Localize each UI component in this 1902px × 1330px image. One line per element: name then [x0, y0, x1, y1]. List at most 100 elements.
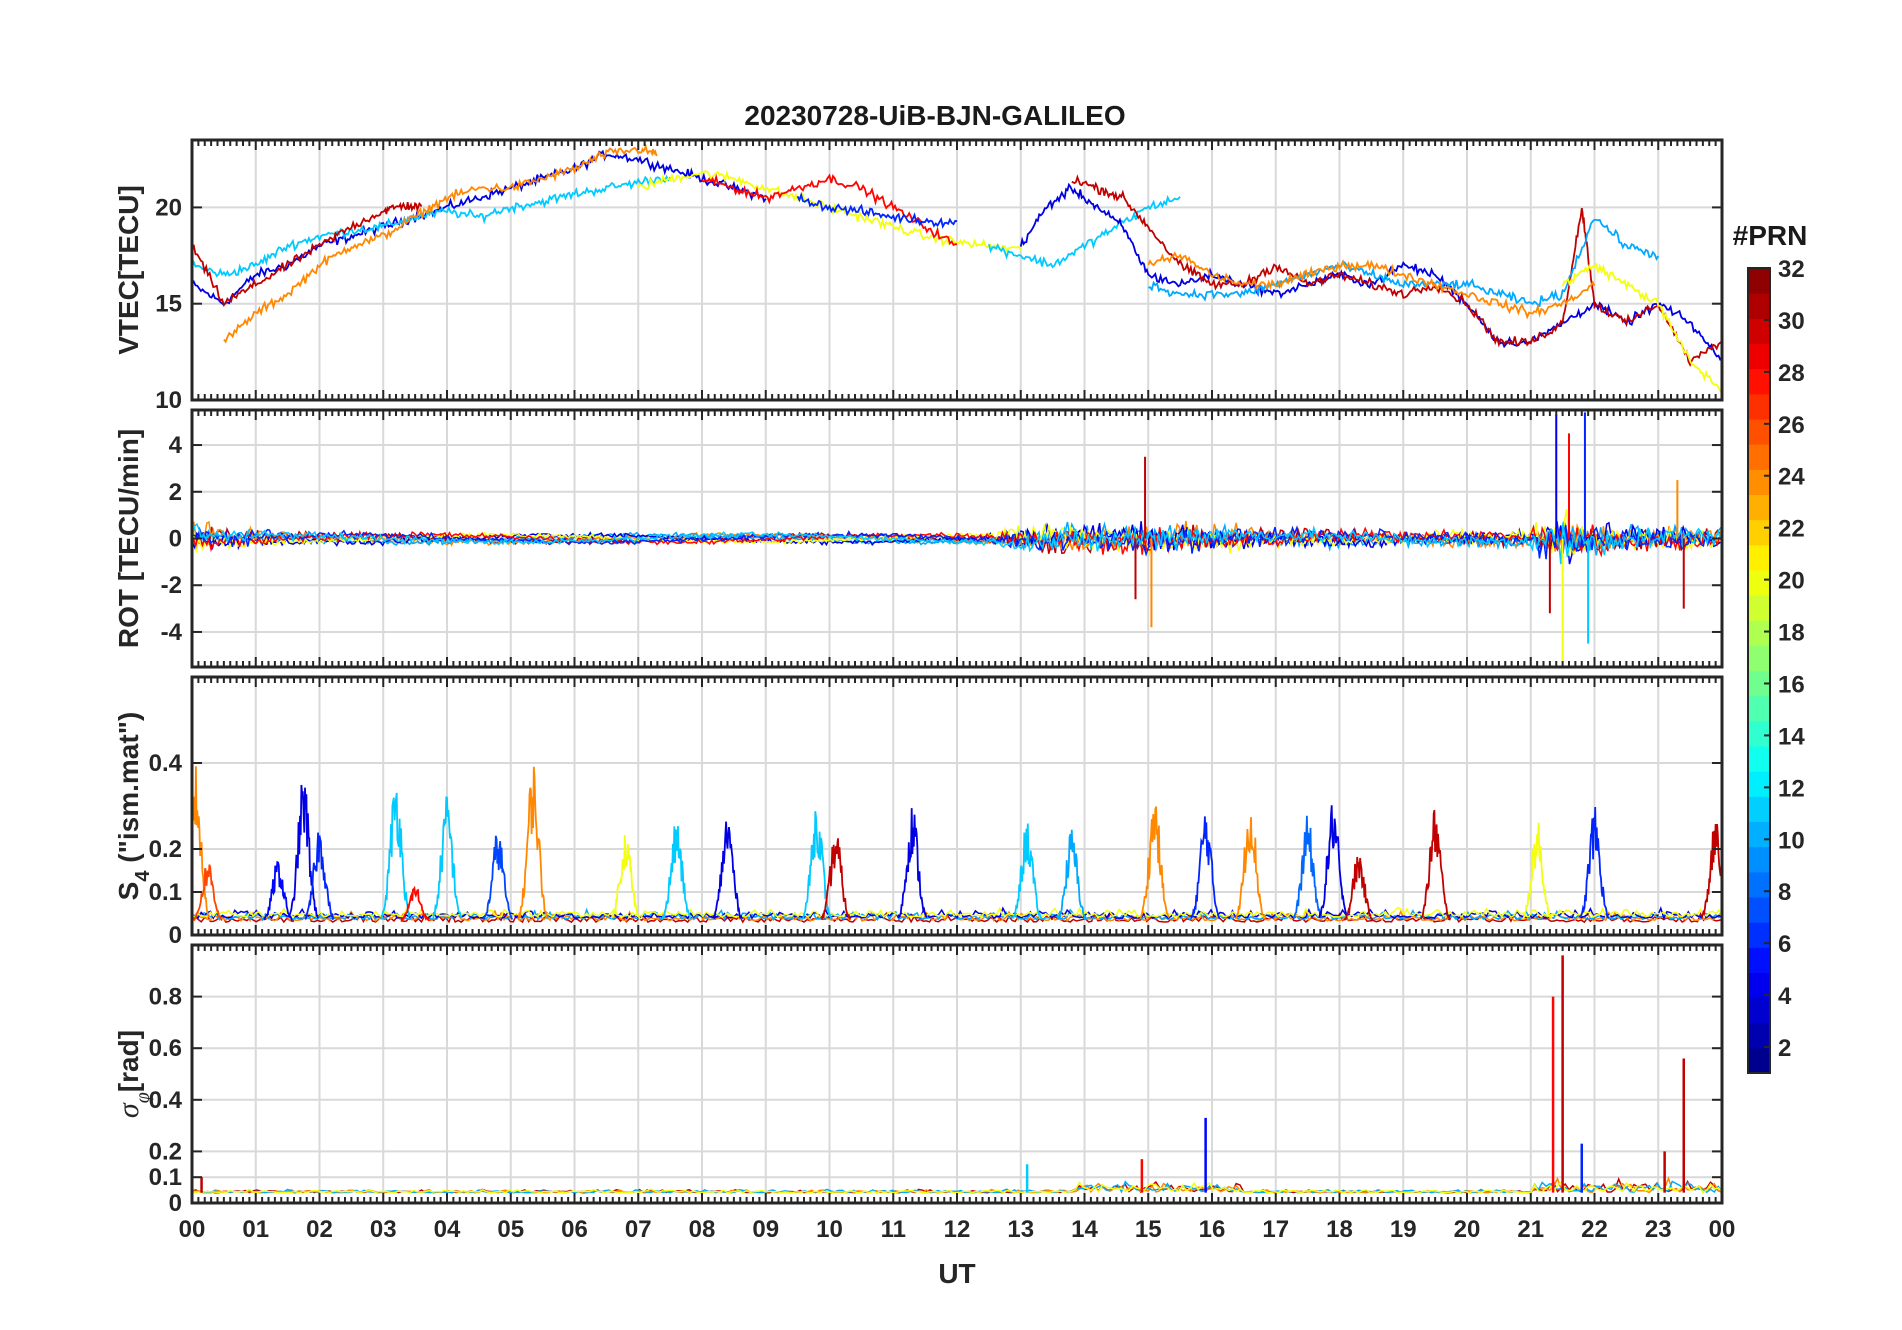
y-tick-label: 0.2	[149, 836, 182, 863]
s4-burst-line	[1057, 829, 1087, 920]
y-tick-label: 0.1	[149, 1164, 182, 1191]
rot-panel: -4 -2 0 2 4 ROT [TECU/min]	[113, 408, 1724, 669]
colorbar-tick-label: 6	[1778, 931, 1791, 958]
y-tick-label: 0.8	[149, 984, 182, 1011]
colorbar-band	[1748, 544, 1770, 571]
x-axis-label: UT	[938, 1258, 975, 1289]
colorbar-band	[1748, 293, 1770, 319]
y-tick-label: 0	[169, 1190, 182, 1217]
colorbar-tick-label: 30	[1778, 308, 1805, 335]
vtec-panel: 10 15 20 VTEC[TECU]	[113, 138, 1724, 414]
vtec-series-line	[1148, 218, 1660, 308]
x-ticks	[191, 410, 1723, 667]
x-ticks	[191, 140, 1723, 400]
s4-burst-line	[661, 825, 692, 920]
x-tick-label: 05	[497, 1216, 524, 1243]
y-tick-label: 20	[155, 194, 182, 221]
s4-burst-line	[820, 838, 851, 920]
colorbar-tick-label: 24	[1778, 464, 1805, 491]
s4-burst-line	[1190, 816, 1221, 920]
colorbar-band	[1748, 469, 1770, 496]
vtec-series-line	[1071, 174, 1722, 368]
s4-burst-line	[1139, 806, 1170, 919]
x-tick-label: 13	[1007, 1216, 1034, 1243]
y-tick-label: 0.4	[149, 750, 183, 777]
s4-burst-line	[1343, 856, 1374, 921]
colorbar-band	[1748, 896, 1770, 923]
vtec-series-line	[988, 194, 1181, 269]
s4-burst-line	[1522, 822, 1553, 920]
x-tick-label: 15	[1135, 1216, 1162, 1243]
x-tick-label: 18	[1326, 1216, 1353, 1243]
data-layer	[192, 412, 1722, 667]
colorbar-band	[1748, 620, 1770, 646]
y-axis-label: VTEC[TECU]	[113, 185, 144, 355]
s4-burst-line	[1318, 805, 1348, 919]
colorbar-band	[1748, 444, 1770, 470]
y-tick-label: 4	[169, 432, 183, 459]
colorbar-tick-label: 22	[1778, 516, 1805, 543]
s4-burst-line	[304, 832, 335, 921]
y-axis-label: σφ[rad]	[112, 1030, 154, 1118]
colorbar-tick-label: 10	[1778, 827, 1805, 854]
x-tick-label: 12	[944, 1216, 971, 1243]
x-tick-label: 20	[1454, 1216, 1481, 1243]
data-layer	[192, 143, 1722, 393]
vtec-series-line	[1147, 251, 1596, 320]
s4-burst-line	[897, 808, 928, 919]
y-tick-label: 0.4	[149, 1087, 183, 1114]
y-axis-label: ROT [TECU/min]	[113, 429, 144, 648]
colorbar-band	[1748, 569, 1770, 596]
figure-title: 20230728-UiB-BJN-GALILEO	[744, 100, 1125, 131]
y-axis-label: S4 ("ism.mat")	[113, 712, 154, 901]
colorbar-band	[1748, 393, 1770, 420]
colorbar-band	[1748, 846, 1770, 873]
x-tick-label: 00	[1709, 1216, 1736, 1243]
rot-series-line	[192, 522, 1722, 565]
s4-burst-line	[380, 792, 412, 919]
s4-burst-line	[1011, 823, 1043, 920]
x-tick-label: 11	[881, 1216, 906, 1243]
x-tick-label: 00	[179, 1216, 206, 1243]
colorbar-band	[1748, 745, 1770, 772]
colorbar-tick-label: 14	[1778, 723, 1805, 750]
colorbar-band	[1748, 1022, 1770, 1049]
colorbar-band	[1748, 695, 1770, 722]
colorbar-band	[1748, 645, 1770, 672]
x-tick-label: 17	[1262, 1216, 1289, 1243]
colorbar-band	[1748, 368, 1770, 395]
x-tick-label: 03	[370, 1216, 397, 1243]
s4-burst-line	[1420, 809, 1451, 920]
s4-burst-line	[712, 821, 743, 920]
s4-burst-line	[288, 784, 319, 919]
colorbar-band	[1748, 947, 1770, 973]
colorbar-tick-label: 8	[1778, 879, 1791, 906]
s4-burst-line	[192, 766, 211, 918]
x-tick-label: 04	[434, 1216, 461, 1243]
colorbar-band	[1748, 771, 1770, 797]
y-tick-label: 10	[155, 387, 182, 414]
s4-panel: 0 0.1 0.2 0.4S4 ("ism.mat")	[113, 675, 1724, 949]
y-tick-label: 2	[169, 479, 182, 506]
colorbar-tick-label: 28	[1778, 360, 1805, 387]
colorbar-band	[1748, 720, 1770, 747]
colorbar-band	[1748, 922, 1770, 948]
colorbar-tick-label: 2	[1778, 1035, 1791, 1062]
y-tick-label: 0.1	[149, 879, 182, 906]
x-tick-label: 19	[1390, 1216, 1417, 1243]
s4-baseline-line	[192, 906, 1722, 918]
y-tick-label: 0	[169, 922, 182, 949]
colorbar-band	[1748, 796, 1770, 823]
x-tick-label: 02	[306, 1216, 333, 1243]
s4-burst-line	[482, 835, 514, 920]
x-tick-label: 22	[1581, 1216, 1608, 1243]
x-tick-label: 07	[625, 1216, 652, 1243]
x-tick-label: 10	[816, 1216, 843, 1243]
colorbar-label: #PRN	[1733, 220, 1808, 251]
vtec-series-line	[223, 143, 658, 344]
sigma-baseline-line	[192, 1181, 1722, 1194]
data-layer	[192, 766, 1722, 924]
y-tick-label: 0	[169, 526, 182, 553]
s4-burst-line	[1579, 806, 1610, 919]
y-tick-label: 0.6	[149, 1035, 182, 1062]
